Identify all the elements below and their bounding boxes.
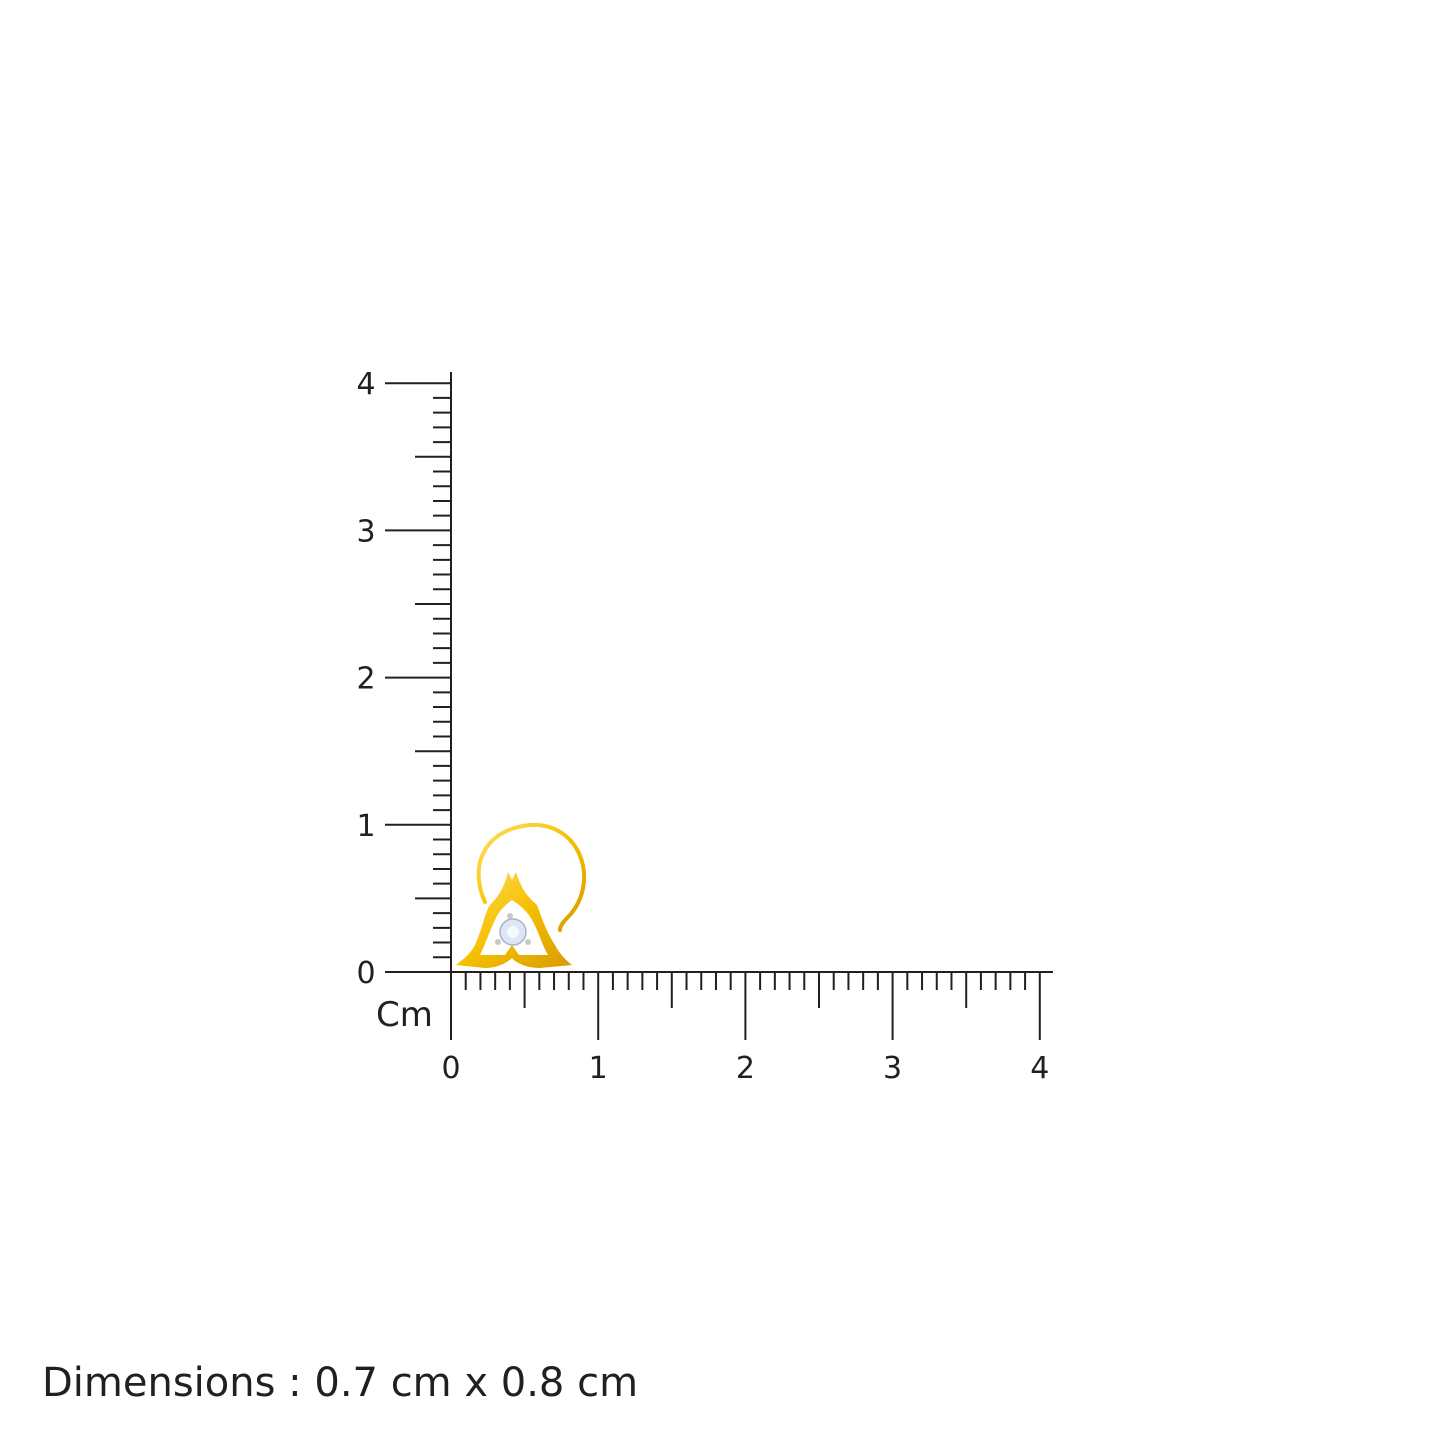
dimensions-text: Dimensions : 0.7 cm x 0.8 cm [42,1360,639,1406]
x-tick-label: 2 [736,1051,755,1086]
nose-pin-wire [476,822,587,932]
x-tick-label: 4 [1030,1051,1049,1086]
x-tick-label: 1 [589,1051,608,1086]
y-tick-label: 3 [356,514,375,549]
nose-pin-image [456,822,587,968]
y-tick-label: 2 [356,662,375,697]
nose-pin-lotus [456,872,572,968]
y-tick-label: 0 [356,956,375,991]
y-tick-label: 1 [356,809,375,844]
ruler-ticks [385,382,1041,1040]
x-tick-label: 3 [883,1051,902,1086]
x-tick-label: 0 [441,1051,460,1086]
unit-label: Cm [376,995,433,1035]
y-tick-label: 4 [356,367,375,402]
